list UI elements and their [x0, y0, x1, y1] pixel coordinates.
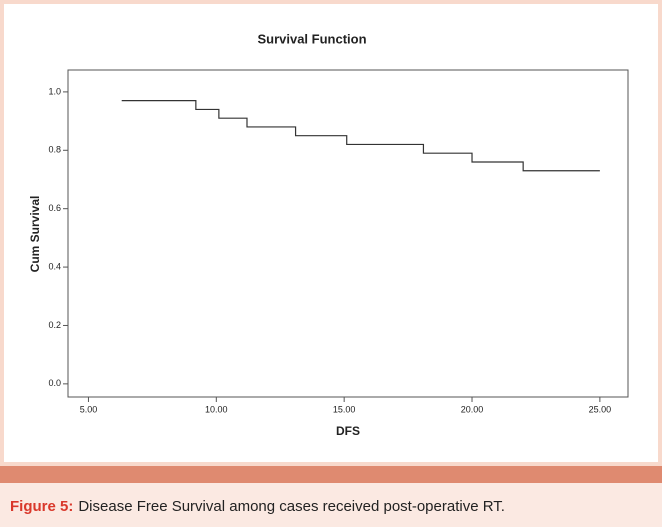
- band: [0, 466, 662, 483]
- y-axis-label: Cum Survival: [28, 196, 42, 273]
- survival-line: [121, 100, 600, 172]
- y-tick-label: 0.2: [48, 320, 61, 330]
- y-tick-label: 0.4: [48, 261, 61, 271]
- plot-frame: [67, 69, 629, 398]
- y-tick-label: 1.0: [48, 86, 61, 96]
- y-tick-label: 0.8: [48, 145, 61, 155]
- caption-text: Disease Free Survival among cases receiv…: [78, 498, 505, 515]
- x-tick-label: 15.00: [333, 404, 356, 414]
- x-tick-label: 5.00: [80, 404, 98, 414]
- x-tick-label: 10.00: [205, 404, 228, 414]
- x-axis-label: DFS: [336, 424, 360, 438]
- caption-label: Figure 5:: [10, 498, 73, 515]
- x-tick-label: 25.00: [589, 404, 612, 414]
- y-tick-label: 0.6: [48, 203, 61, 213]
- chart-area: [4, 4, 658, 462]
- chart-title: Survival Function: [257, 31, 366, 46]
- x-tick-label: 20.00: [461, 404, 484, 414]
- y-tick-label: 0.0: [48, 378, 61, 388]
